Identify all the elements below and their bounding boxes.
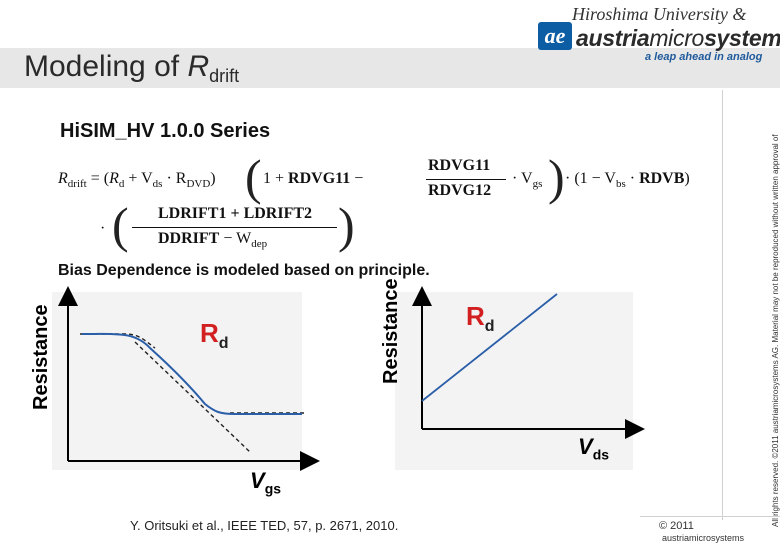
equation-ldrift-num: LDRIFT1 + LDRIFT2 <box>158 205 313 222</box>
equation-frac-bar <box>426 179 506 181</box>
equation-vgs: · Vgs <box>512 170 543 191</box>
footer-copyright: © 2011 <box>659 520 694 532</box>
equation-line2-dot: · <box>100 220 106 237</box>
graph-left-ylabel: Resistance <box>30 304 52 410</box>
tangent-slope <box>134 341 251 453</box>
company-logo: ae <box>538 22 572 50</box>
equation-frac-den: RDVG12 <box>428 182 492 199</box>
equation-ddrift-den: DDRIFT − Wdep <box>158 230 268 251</box>
university-name: Hiroshima University & <box>572 4 747 24</box>
equation-line1-left: Rdrift = (Rd + Vds · RDVD) <box>58 170 216 191</box>
graph-left-vs-vgs <box>58 286 320 471</box>
equation2-frac-bar <box>132 227 337 229</box>
equation2-paren-open: ( <box>112 197 129 253</box>
graph-right-panel <box>395 292 633 470</box>
equation-paren-open: ( <box>245 149 262 205</box>
equation2-paren-close: ) <box>338 197 355 253</box>
footer-divider <box>640 516 780 517</box>
equation-frac-num: RDVG11 <box>428 157 491 174</box>
slide-title: Modeling of Rdrift <box>24 50 240 86</box>
graph-right-ylabel: Resistance <box>380 278 402 384</box>
tangent-upper <box>80 333 156 349</box>
title-band <box>0 48 780 88</box>
graph-right-xlabel: Vds <box>578 434 610 463</box>
side-copyright-notice: All rights reserved. ©2011 austriamicros… <box>771 134 780 527</box>
rd-line <box>421 293 558 402</box>
rd-curve <box>81 332 302 415</box>
company-tagline: a leap ahead in analog <box>645 51 763 63</box>
equation-paren-close: ) <box>548 149 565 205</box>
equation-vbs: · (1 − Vbs · RDVB) <box>565 170 690 191</box>
graph-left-curve-label: Rd <box>200 318 229 353</box>
graph-right-curve-label: Rd <box>466 301 495 336</box>
graph-right-vs-vds <box>412 286 645 439</box>
footer-company: austriamicrosystems <box>662 533 745 543</box>
side-divider <box>722 90 723 520</box>
bias-dependence-text: Bias Dependence is modeled based on prin… <box>58 262 430 279</box>
section-heading: HiSIM_HV 1.0.0 Series <box>60 120 271 142</box>
company-name: austriamicrosystems <box>576 25 780 51</box>
graph-left-xlabel: Vgs <box>250 468 282 497</box>
citation: Y. Oritsuki et al., IEEE TED, 57, p. 267… <box>130 518 399 533</box>
graph-left-panel <box>52 292 302 470</box>
equation-one-plus: 1 + RDVG11 − <box>263 170 364 187</box>
